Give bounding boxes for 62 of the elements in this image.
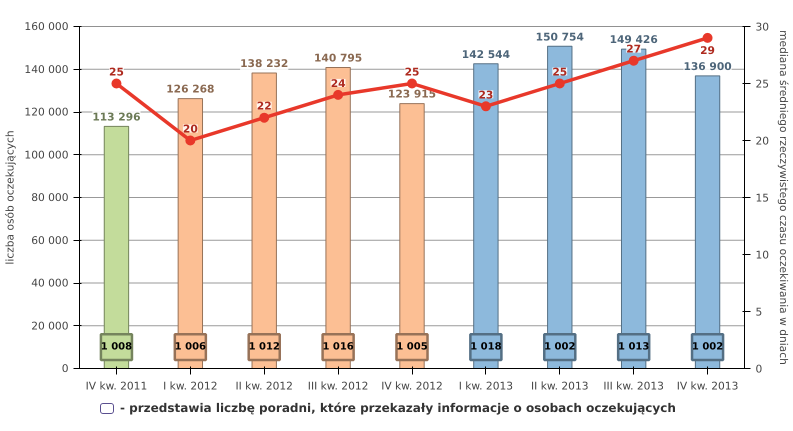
annotation: 1 016 — [322, 342, 354, 353]
y2-tick-label: 20 — [756, 134, 770, 148]
data-label: 23 — [478, 88, 494, 102]
y-tick-label: 100 000 — [24, 148, 69, 162]
annotation: 1 008 — [100, 342, 132, 353]
data-label: 25 — [109, 66, 124, 78]
data-label: 27 — [626, 42, 642, 56]
y-tick-label: 120 000 — [24, 106, 69, 118]
point — [259, 112, 270, 123]
y2-tick-label: 5 — [756, 306, 762, 318]
x-tick-label: I kw. 2013 — [458, 380, 514, 392]
data-label: 113 296 — [92, 110, 141, 124]
y-tick-label: 40 000 — [31, 276, 69, 290]
data-label: 25 — [404, 66, 420, 78]
data-label: 126 268 — [166, 82, 214, 96]
y-tick-label: 160 000 — [24, 20, 69, 33]
y-tick-label: 80 000 — [31, 191, 69, 204]
point — [111, 78, 122, 88]
point — [628, 56, 639, 66]
data-label: 22 — [256, 100, 272, 113]
y2-tick-label: 30 — [756, 20, 770, 34]
data-label: 136 900 — [683, 60, 732, 73]
data-label: 25 — [552, 66, 568, 78]
x-tick-label: II kw. 2012 — [235, 380, 293, 392]
point — [407, 78, 417, 88]
y2-tick-label: 0 — [756, 362, 762, 376]
y-tick-label: 140 000 — [24, 62, 69, 76]
data-label: 29 — [700, 44, 715, 57]
point — [185, 136, 196, 146]
x-tick-label: I kw. 2012 — [163, 380, 218, 392]
y-tick-label: 60 000 — [31, 234, 69, 247]
y-tick-label: 20 000 — [31, 319, 69, 332]
annotation: 1 002 — [692, 342, 724, 353]
text: - przedstawia liczbę poradni, które przekazały informacje o osobach oczekujących — [119, 400, 676, 417]
y2-axis-title: mediana średniego rzeczywistego czasu oczekiwania w dniach — [777, 30, 790, 365]
x-tick-label: III kw. 2013 — [603, 380, 664, 392]
data-label: 140 795 — [314, 52, 362, 65]
y2-tick-label: 25 — [756, 78, 770, 90]
y-axis-title: liczba osób oczekujących — [3, 130, 16, 265]
data-label: 138 232 — [240, 57, 288, 70]
point — [702, 32, 713, 43]
annotation: 1 013 — [618, 342, 650, 353]
x-tick-label: IV kw. 2012 — [381, 380, 443, 392]
x-tick-label: IV kw. 2011 — [86, 380, 148, 392]
annotation: 1 006 — [174, 342, 206, 353]
point — [554, 78, 565, 88]
annotation: 1 012 — [248, 342, 280, 353]
x-tick-label: II kw. 2013 — [531, 380, 589, 392]
y2-tick-label: 10 — [756, 248, 770, 262]
data-label: 142 544 — [462, 48, 510, 61]
x-tick-label: IV kw. 2013 — [676, 380, 738, 392]
y2-tick-label: 15 — [756, 192, 770, 204]
point — [480, 101, 491, 112]
data-label: 20 — [182, 122, 198, 136]
annotation: 1 018 — [470, 342, 502, 353]
x-tick-label: III kw. 2012 — [308, 380, 368, 392]
data-label: 24 — [330, 76, 346, 90]
data-label: 150 754 — [536, 30, 584, 44]
point — [333, 90, 344, 100]
y-tick-label: 0 — [62, 362, 69, 375]
annotation: 1 005 — [396, 342, 428, 353]
annotation: 1 002 — [544, 342, 576, 353]
